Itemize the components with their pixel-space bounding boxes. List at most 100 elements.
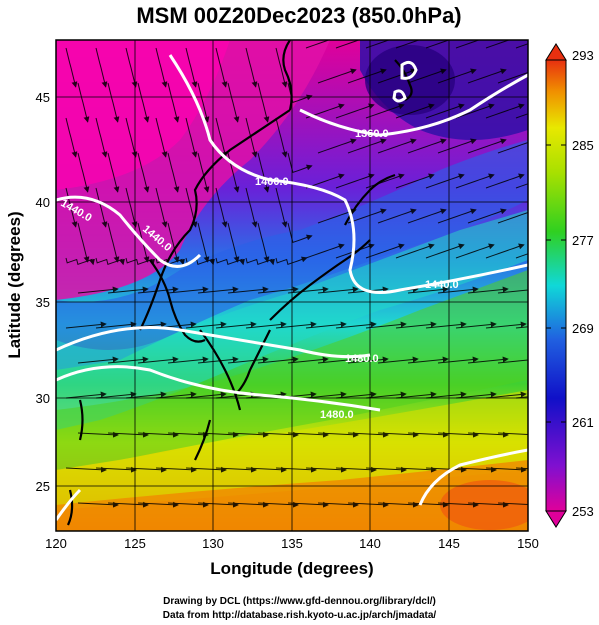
y-tick-label: 30 [36,391,50,406]
streamline [215,47,228,88]
x-tick-label: 135 [281,536,303,551]
streamline [287,431,329,438]
streamline [365,103,405,119]
streamline [467,68,507,84]
streamline [365,321,407,329]
streamline [77,356,119,364]
streamline [425,391,467,399]
streamline [197,152,210,193]
colorbar-max-extend [545,43,567,61]
streamline [347,138,387,154]
streamline [407,208,447,224]
streamline [305,321,347,329]
streamline [65,321,107,329]
temperature-field: 1360.0 1400.0 1440.0 1440.0 1440.0 1480.… [56,40,528,531]
streamline [497,141,528,154]
streamline [257,286,299,294]
streamline [275,466,317,473]
streamline [215,117,228,158]
streamline [137,82,150,123]
streamline [167,356,209,364]
streamline [137,286,179,294]
streamline [197,431,239,438]
streamline [437,501,479,508]
map-frame [55,39,529,532]
streamline [107,356,149,364]
streamline [365,40,391,49]
streamline [335,391,377,399]
y-tick-label: 45 [36,90,50,105]
streamline [77,286,119,294]
lat-lon-grid [56,40,528,531]
y-tick-label: 35 [36,295,50,310]
streamline [65,187,78,228]
streamline [287,82,313,104]
streamline [425,321,467,329]
streamline [197,82,210,123]
x-tick-label: 145 [438,536,460,551]
streamline [77,82,90,123]
x-tick-label: 130 [202,536,224,551]
wind-streamlines [65,40,528,508]
streamline [257,431,299,438]
streamline [215,321,257,329]
streamline [335,466,377,473]
streamline [377,68,417,84]
streamline [287,356,329,364]
streamline [95,466,137,473]
streamline [425,40,451,49]
streamline [437,286,479,294]
x-tick-label: 120 [45,536,67,551]
streamline [485,321,527,329]
streamline [377,208,417,224]
streamline [317,138,357,154]
streamline [257,356,299,364]
streamline [317,68,357,84]
streamline [137,152,150,193]
streamline [407,356,449,364]
streamline [455,103,495,119]
streamline [227,431,269,438]
y-axis-label: Latitude (degrees) [5,211,24,358]
streamline [65,257,95,266]
streamline [365,391,407,399]
streamline [167,152,180,193]
streamline [215,466,257,473]
streamline [467,431,509,438]
streamline [125,47,138,88]
streamline [227,222,240,263]
streamline [107,431,149,438]
streamline [257,222,270,263]
streamline [485,243,525,259]
x-tick-label: 125 [124,536,146,551]
streamline [197,501,239,508]
streamline [245,321,287,329]
streamline [347,208,387,224]
streamline [125,117,138,158]
streamline [125,391,167,399]
streamline [485,173,525,189]
streamline [395,173,435,189]
streamline [515,467,528,470]
credit-drawing: Drawing by DCL (https://www.gfd-dennou.o… [163,596,436,607]
streamline [185,47,198,88]
streamline [365,466,407,473]
colorbar-tick-label: 277 [572,233,594,248]
colorbar-tick-label: 269 [572,321,594,336]
streamline [125,466,167,473]
streamline [335,40,361,49]
streamline [515,43,528,49]
streamline [245,187,258,228]
x-tick-label: 150 [517,536,539,551]
streamline [245,117,258,158]
streamline [437,68,477,84]
streamline [305,40,331,49]
contour-label: 1480.0 [320,409,354,421]
streamline [395,243,435,259]
streamline [485,103,525,119]
streamline [305,391,347,399]
streamline [467,138,507,154]
streamline [515,326,528,329]
streamline [155,187,168,228]
streamline [227,501,269,508]
